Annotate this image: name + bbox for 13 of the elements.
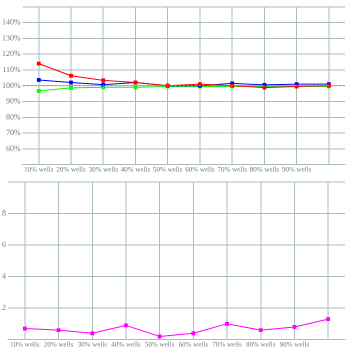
- y-tick-label: 80%: [6, 112, 21, 122]
- y-tick-label: 140%: [2, 18, 21, 27]
- y-tick-label: 120%: [2, 49, 21, 58]
- y-tick-label: 4: [2, 272, 6, 281]
- y-tick-label: 100%: [2, 80, 21, 90]
- y-tick-label: 90%: [6, 96, 21, 106]
- y-tick-label: 110%: [2, 65, 21, 74]
- y-tick-label: 8: [2, 208, 6, 218]
- y-tick-label: 2: [2, 303, 6, 312]
- y-tick-label: 60%: [6, 144, 21, 153]
- y-tick-label: 6: [2, 240, 6, 250]
- y-tick-label: 130%: [2, 33, 21, 42]
- y-tick-label: 70%: [6, 128, 21, 138]
